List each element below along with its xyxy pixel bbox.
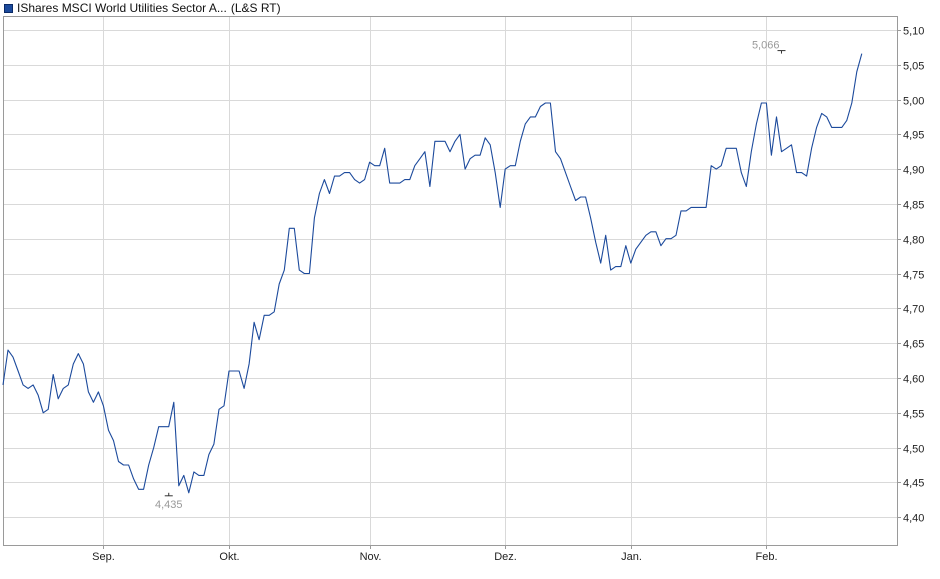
y-tick-label: 4,85 [903, 200, 924, 212]
y-tick-label: 4,60 [903, 374, 924, 386]
data-source-label: (L&S RT) [230, 1, 281, 15]
y-tick-label: 4,90 [903, 165, 924, 177]
x-tick-label: Dez. [494, 551, 517, 563]
y-tick-label: 4,95 [903, 130, 924, 142]
y-tick-label: 4,40 [903, 513, 924, 525]
y-tick-label: 4,70 [903, 304, 924, 316]
high-marker: 5,066 [752, 40, 786, 54]
chart-title: IShares MSCI World Utilities Sector A... [17, 1, 227, 15]
y-tick-label: 4,80 [903, 235, 924, 247]
y-tick-label: 4,55 [903, 409, 924, 421]
price-series-line [2, 53, 863, 494]
plot-frame [3, 16, 898, 546]
x-tick-label: Jan. [621, 551, 642, 563]
y-tick-label: 4,50 [903, 444, 924, 456]
y-tick-label: 5,00 [903, 96, 924, 108]
x-tick-label: Feb. [755, 551, 777, 563]
x-tick-label: Okt. [219, 551, 239, 563]
axes: 4,40 4,45 4,50 4,55 4,60 4,65 4,70 4,75 4,80 4,85… [3, 16, 924, 563]
y-tick-label: 5,10 [903, 26, 924, 38]
y-tick-label: 5,05 [903, 61, 924, 73]
legend-swatch-icon [4, 3, 13, 13]
chart-header: IShares MSCI World Utilities Sector A...… [4, 1, 281, 15]
annotations: 4,435 5,066 [155, 40, 786, 511]
series-layer [2, 53, 863, 494]
high-value-label: 5,066 [752, 40, 780, 52]
low-marker: 4,435 [155, 492, 183, 511]
y-tick-label: 4,75 [903, 270, 924, 282]
x-tick-label: Nov. [360, 551, 382, 563]
grid-lines [3, 16, 897, 545]
y-tick-label: 4,65 [903, 339, 924, 351]
x-tick-label: Sep. [92, 551, 115, 563]
y-tick-label: 4,45 [903, 478, 924, 490]
low-value-label: 4,435 [155, 499, 183, 511]
